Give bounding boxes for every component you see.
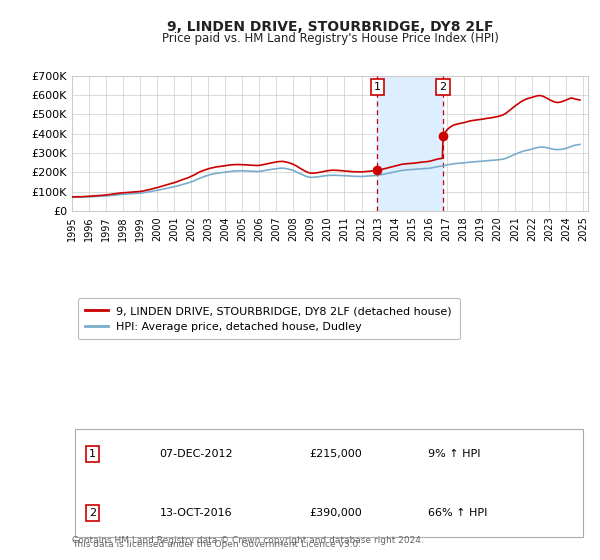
Text: Price paid vs. HM Land Registry's House Price Index (HPI): Price paid vs. HM Land Registry's House … — [161, 32, 499, 45]
Text: 9% ↑ HPI: 9% ↑ HPI — [428, 449, 481, 459]
Legend: 9, LINDEN DRIVE, STOURBRIDGE, DY8 2LF (detached house), HPI: Average price, deta: 9, LINDEN DRIVE, STOURBRIDGE, DY8 2LF (d… — [77, 298, 460, 339]
Text: 1: 1 — [89, 449, 96, 459]
Text: 13-OCT-2016: 13-OCT-2016 — [160, 508, 232, 518]
Text: Contains HM Land Registry data © Crown copyright and database right 2024.: Contains HM Land Registry data © Crown c… — [72, 536, 424, 545]
Text: 2: 2 — [440, 82, 446, 92]
Text: 07-DEC-2012: 07-DEC-2012 — [160, 449, 233, 459]
Text: £390,000: £390,000 — [310, 508, 362, 518]
Text: 9, LINDEN DRIVE, STOURBRIDGE, DY8 2LF: 9, LINDEN DRIVE, STOURBRIDGE, DY8 2LF — [167, 20, 493, 34]
Bar — [377, 76, 443, 211]
Text: £215,000: £215,000 — [310, 449, 362, 459]
Text: 1: 1 — [374, 82, 380, 92]
Text: 66% ↑ HPI: 66% ↑ HPI — [428, 508, 487, 518]
Text: This data is licensed under the Open Government Licence v3.0.: This data is licensed under the Open Gov… — [72, 540, 361, 549]
Text: 2: 2 — [89, 508, 96, 518]
